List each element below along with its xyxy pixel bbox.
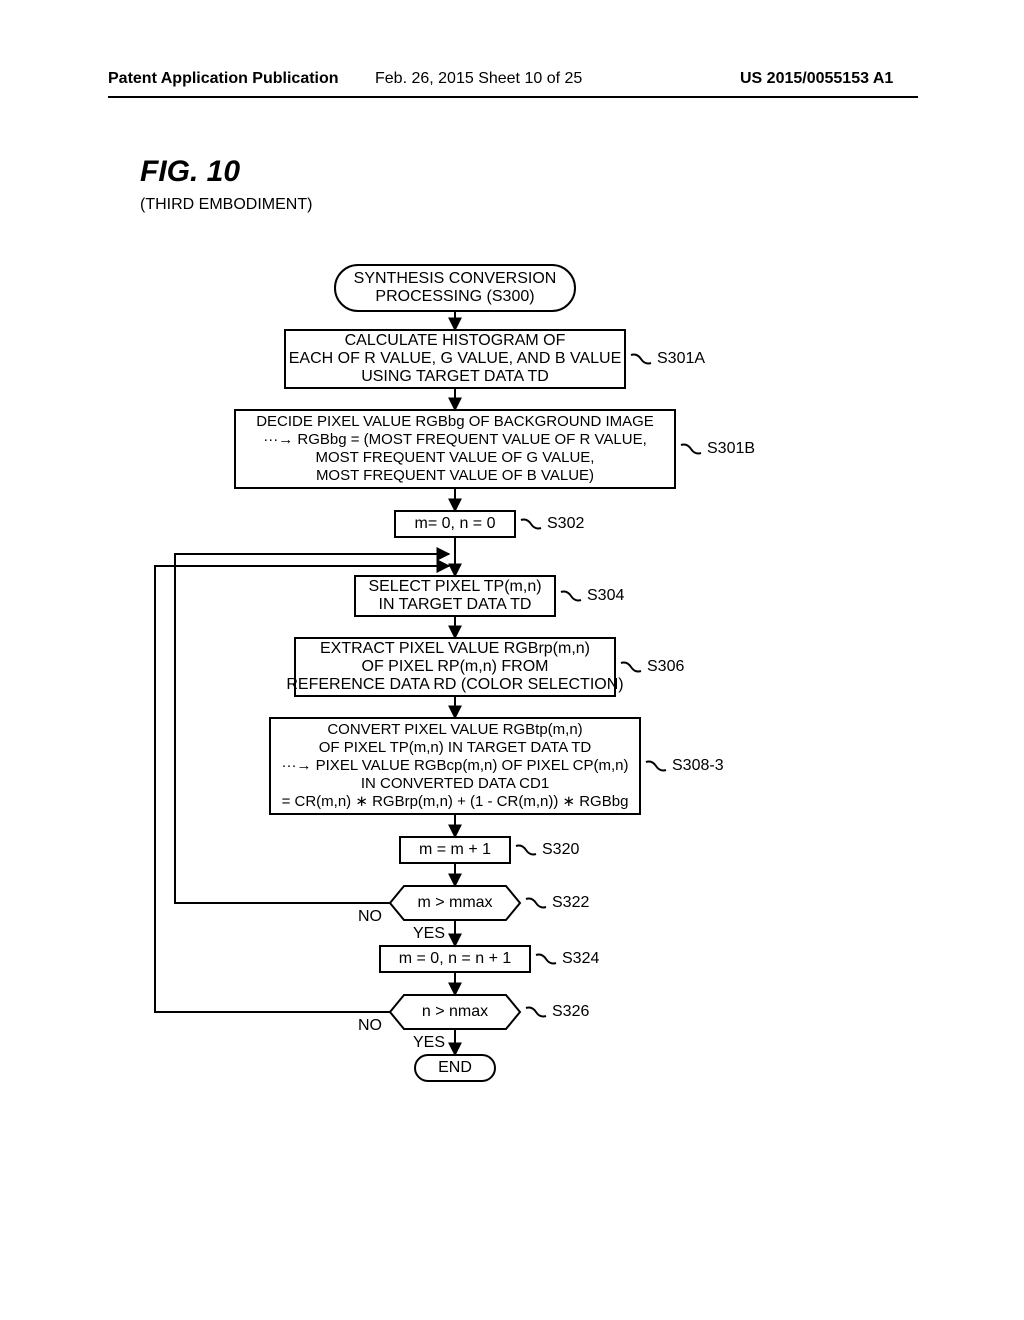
svg-text:IN TARGET DATA TD: IN TARGET DATA TD <box>379 596 532 613</box>
svg-text:SELECT PIXEL TP(m,n): SELECT PIXEL TP(m,n) <box>368 578 541 595</box>
svg-text:CONVERT PIXEL VALUE RGBtp(m,n): CONVERT PIXEL VALUE RGBtp(m,n) <box>327 721 582 738</box>
svg-text:S326: S326 <box>552 1003 589 1020</box>
svg-text:S302: S302 <box>547 515 584 532</box>
svg-text:S301B: S301B <box>707 440 755 457</box>
svg-text:S322: S322 <box>552 894 589 911</box>
header-mid: Feb. 26, 2015 Sheet 10 of 25 <box>375 70 582 88</box>
svg-text:CALCULATE HISTOGRAM OF: CALCULATE HISTOGRAM OF <box>345 332 566 349</box>
svg-text:YES: YES <box>413 1034 445 1051</box>
svg-text:S306: S306 <box>647 658 684 675</box>
figure-subtitle: (THIRD EMBODIMENT) <box>140 196 312 214</box>
svg-text:S320: S320 <box>542 841 579 858</box>
header-left: Patent Application Publication <box>108 70 339 88</box>
svg-text:EXTRACT PIXEL VALUE RGBrp(m,n): EXTRACT PIXEL VALUE RGBrp(m,n) <box>320 640 590 657</box>
svg-text:OF PIXEL RP(m,n) FROM: OF PIXEL RP(m,n) FROM <box>362 658 549 675</box>
svg-text:= CR(m,n) ∗ RGBrp(m,n) + (1 -: = CR(m,n) ∗ RGBrp(m,n) + (1 - CR(m,n)) ∗… <box>282 793 629 810</box>
svg-text:···→ PIXEL VALUE RGBcp(m,n) OF: ···→ PIXEL VALUE RGBcp(m,n) OF PIXEL CP(… <box>281 757 628 774</box>
svg-text:REFERENCE DATA RD (COLOR SELEC: REFERENCE DATA RD (COLOR SELECTION) <box>286 676 623 693</box>
header-right: US 2015/0055153 A1 <box>740 70 893 88</box>
svg-text:S304: S304 <box>587 587 624 604</box>
svg-text:n > nmax: n > nmax <box>422 1003 488 1020</box>
svg-text:YES: YES <box>413 925 445 942</box>
svg-text:S301A: S301A <box>657 350 705 367</box>
svg-text:NO: NO <box>358 908 382 925</box>
svg-text:NO: NO <box>358 1017 382 1034</box>
svg-text:PROCESSING (S300): PROCESSING (S300) <box>375 288 534 305</box>
flowchart-svg: SYNTHESIS CONVERSIONPROCESSING (S300) CAL… <box>0 240 1024 1260</box>
svg-text:MOST FREQUENT VALUE OF B VALUE: MOST FREQUENT VALUE OF B VALUE) <box>316 467 594 484</box>
svg-text:S324: S324 <box>562 950 599 967</box>
figure-title: FIG. 10 <box>140 155 240 189</box>
svg-text:m = m + 1: m = m + 1 <box>419 841 491 858</box>
svg-text:m > mmax: m > mmax <box>417 894 492 911</box>
svg-text:END: END <box>438 1059 472 1076</box>
svg-text:USING TARGET DATA TD: USING TARGET DATA TD <box>361 368 549 385</box>
svg-text:IN CONVERTED DATA CD1: IN CONVERTED DATA CD1 <box>361 775 549 792</box>
svg-text:EACH OF R VALUE, G VALUE, AND: EACH OF R VALUE, G VALUE, AND B VALUE <box>289 350 622 367</box>
svg-text:MOST FREQUENT VALUE OF G VALUE: MOST FREQUENT VALUE OF G VALUE, <box>316 449 595 466</box>
svg-text:S308-3: S308-3 <box>672 757 724 774</box>
svg-text:DECIDE PIXEL VALUE RGBbg OF BA: DECIDE PIXEL VALUE RGBbg OF BACKGROUND I… <box>256 413 654 430</box>
svg-text:SYNTHESIS CONVERSION: SYNTHESIS CONVERSION <box>354 270 557 287</box>
svg-text:m= 0, n = 0: m= 0, n = 0 <box>415 515 496 532</box>
header-divider <box>108 96 918 98</box>
svg-text:···→ RGBbg = (MOST FREQUENT VA: ···→ RGBbg = (MOST FREQUENT VALUE OF R V… <box>263 431 647 448</box>
svg-text:m = 0, n = n + 1: m = 0, n = n + 1 <box>399 950 512 967</box>
svg-text:OF PIXEL TP(m,n) IN TARGET DAT: OF PIXEL TP(m,n) IN TARGET DATA TD <box>319 739 592 756</box>
